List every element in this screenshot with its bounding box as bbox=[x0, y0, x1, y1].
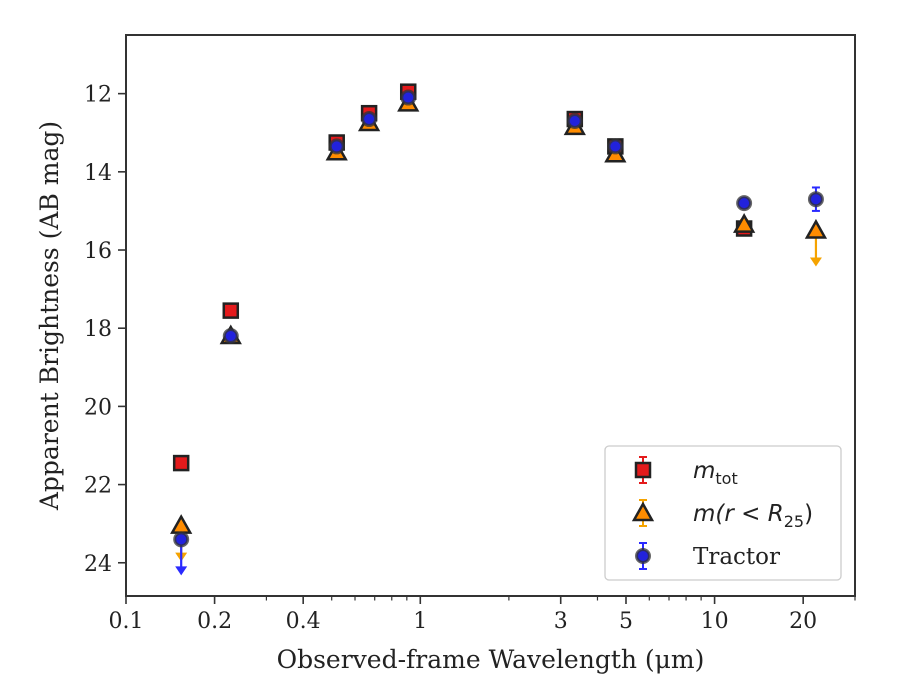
plot-frame bbox=[125, 34, 856, 597]
upper-limit-arrowhead bbox=[809, 257, 822, 267]
legend-label: Tractor bbox=[693, 544, 780, 570]
x-axis: 0.1 0.2 0.4 1 3 5 10 20 bbox=[109, 596, 856, 634]
y-tick-label: 14 bbox=[84, 161, 112, 186]
x-tick-label: 0.2 bbox=[197, 609, 232, 634]
y-tick-label: 12 bbox=[84, 83, 112, 108]
x-tick-label: 5 bbox=[619, 609, 633, 634]
x-tick-label: 0.4 bbox=[286, 609, 321, 634]
y-axis: 12 14 16 18 20 22 24 bbox=[84, 83, 126, 577]
legend-label: mtot bbox=[693, 458, 738, 488]
tractor-marker bbox=[361, 111, 378, 128]
tractor-marker bbox=[807, 191, 824, 208]
x-tick-label: 0.1 bbox=[109, 609, 144, 634]
series-0 bbox=[172, 83, 753, 472]
legend-marker bbox=[634, 461, 652, 479]
legend-marker bbox=[631, 501, 655, 522]
tractor-marker bbox=[222, 328, 239, 345]
plot-area bbox=[125, 34, 856, 597]
x-axis-title: Observed-frame Wavelength (μm) bbox=[277, 645, 705, 674]
upper-limit-arrowhead bbox=[175, 566, 188, 576]
y-axis-title: Apparent Brightness (AB mag) bbox=[35, 121, 64, 511]
x-tick-label: 1 bbox=[413, 609, 427, 634]
legend-marker bbox=[635, 548, 651, 564]
x-tick-label: 20 bbox=[789, 609, 817, 634]
tractor-marker bbox=[173, 531, 190, 548]
tractor-marker bbox=[736, 195, 753, 212]
m-r25-marker bbox=[170, 514, 193, 534]
y-tick-label: 18 bbox=[84, 317, 112, 342]
y-tick-label: 22 bbox=[84, 474, 112, 499]
tractor-marker bbox=[607, 138, 624, 155]
legend-box bbox=[604, 445, 842, 581]
tractor-marker bbox=[400, 89, 417, 106]
legend: mtot m(r < R25) Tractor bbox=[604, 445, 842, 581]
m-r25-marker bbox=[804, 218, 828, 239]
x-tick-label: 10 bbox=[701, 609, 729, 634]
series-2 bbox=[173, 89, 824, 576]
legend-label: m(r < R25) bbox=[693, 501, 813, 531]
tractor-marker bbox=[328, 138, 345, 155]
data-markers bbox=[170, 83, 828, 576]
m-tot-marker bbox=[172, 454, 190, 472]
y-tick-label: 24 bbox=[84, 552, 112, 577]
tractor-marker bbox=[566, 113, 583, 130]
y-tick-label: 16 bbox=[84, 239, 112, 264]
m-r25-marker bbox=[732, 213, 756, 233]
y-tick-label: 20 bbox=[84, 395, 112, 420]
x-tick-label: 3 bbox=[554, 609, 568, 634]
m-tot-marker bbox=[222, 302, 240, 319]
